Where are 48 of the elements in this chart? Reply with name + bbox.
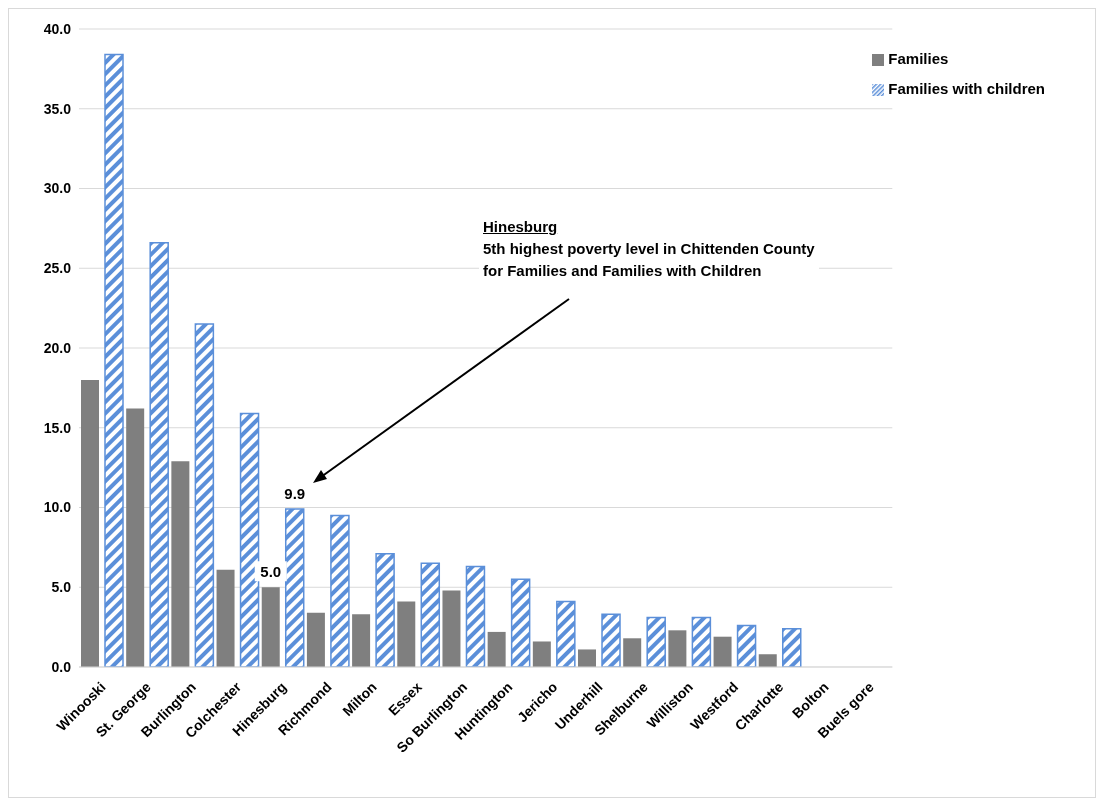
- bar: [623, 638, 642, 667]
- bar: [194, 323, 215, 667]
- bar: [330, 514, 350, 667]
- y-tick-label: 25.0: [43, 260, 72, 277]
- bar: [646, 616, 666, 667]
- bar: [261, 587, 280, 667]
- y-tick-label: 15.0: [43, 419, 72, 436]
- bar: [601, 613, 621, 667]
- bar: [81, 379, 99, 667]
- data-label: 5.0: [260, 563, 282, 581]
- y-tick-label: 5.0: [51, 579, 72, 596]
- bar: [397, 601, 416, 667]
- y-tick-label: 0.0: [51, 658, 72, 675]
- bar: [532, 641, 551, 667]
- y-tick-label: 10.0: [43, 499, 72, 516]
- data-label: 9.9: [284, 485, 306, 503]
- bar: [352, 614, 371, 667]
- y-tick-label: 30.0: [43, 180, 72, 197]
- annotation: for Families and Families with Children: [483, 261, 763, 281]
- legend-label: Families with children: [888, 80, 1045, 97]
- bar: [284, 508, 305, 667]
- bar: [713, 636, 732, 667]
- bar: [375, 553, 395, 667]
- bar: [216, 569, 235, 667]
- bar: [736, 624, 757, 667]
- bar: [782, 627, 802, 667]
- y-tick-label: 35.0: [43, 100, 72, 117]
- bar: [306, 612, 325, 667]
- bar: [442, 590, 461, 667]
- y-tick-label: 20.0: [43, 339, 72, 356]
- bar: [578, 649, 597, 667]
- bar: [126, 408, 145, 667]
- bar: [239, 412, 260, 667]
- bar: [104, 53, 124, 667]
- bar: [487, 631, 506, 667]
- bar: [420, 562, 441, 667]
- annotation: 5th highest poverty level in Chittenden County: [483, 239, 815, 259]
- annotation: Hinesburg: [483, 217, 559, 237]
- legend-label: Families: [888, 50, 949, 67]
- bar: [758, 654, 777, 667]
- bar: [465, 565, 486, 667]
- bar: [171, 461, 190, 667]
- bar: [149, 241, 169, 667]
- bar: [510, 578, 531, 667]
- bar: [556, 600, 576, 667]
- bar: [668, 630, 687, 667]
- y-tick-label: 40.0: [43, 20, 72, 37]
- bar: [691, 616, 712, 667]
